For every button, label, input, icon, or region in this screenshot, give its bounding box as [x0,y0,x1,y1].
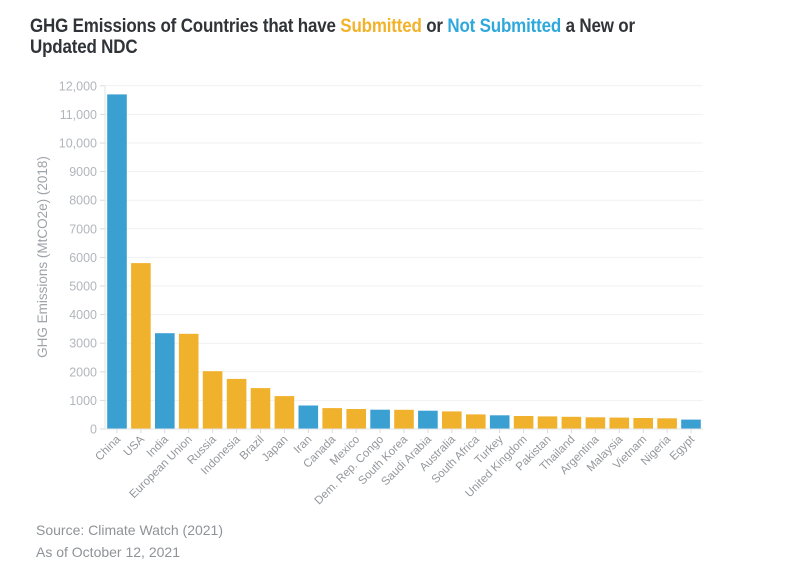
bar-dem-rep-congo [370,409,390,429]
bar-australia [442,411,462,429]
bar-japan [274,396,295,429]
bar-china [107,94,127,430]
bar-indonesia [226,378,247,429]
source-text: Source: Climate Watch (2021) [36,522,223,538]
bar-saudi-arabia [418,410,438,429]
bar-mexico [346,409,366,429]
bar-united-kingdom [513,416,534,429]
bar-european-union [178,333,199,429]
bar-south-africa [466,414,486,429]
bar-south-korea [394,409,414,429]
bar-malaysia [609,417,630,429]
chart-title: GHG Emissions of Countries that have Sub… [30,16,635,58]
y-tick-label-9000: 9000 [69,165,97,179]
title-text-1: GHG Emissions of Countries that have [30,15,341,37]
bar-pakistan [537,416,558,429]
y-tick-label-10000: 10,000 [59,137,97,151]
y-tick-label-11000: 11,000 [60,108,97,122]
x-label-japan: Japan [260,434,291,465]
bar-brazil [250,388,271,429]
y-axis-title: GHG Emissions (MtCO2e) (2018) [35,156,50,358]
bar-thailand [561,416,582,429]
bar-canada [322,408,342,429]
y-tick-label-12000: 12,000 [59,79,97,93]
as-of-text: As of October 12, 2021 [36,544,180,560]
title-text-3: a New or [561,15,636,37]
title-submitted-highlight: Submitted [340,15,422,37]
y-tick-label-0: 0 [90,423,97,437]
y-tick-label-5000: 5000 [69,280,97,294]
title-not-submitted-highlight: Not Submitted [447,15,562,37]
y-tick-label-8000: 8000 [69,194,97,208]
bar-india [155,333,175,429]
y-tick-label-4000: 4000 [69,308,97,322]
y-tick-label-7000: 7000 [69,222,97,236]
y-tick-label-6000: 6000 [69,251,97,265]
bar-usa [131,263,151,429]
chart-footer: Source: Climate Watch (2021) As of Octob… [36,519,223,563]
bar-iran [298,405,319,429]
x-label-egypt: Egypt [668,433,698,463]
y-tick-label-3000: 3000 [69,337,97,351]
bar-egypt [681,419,701,429]
title-text-2: or [421,15,448,37]
y-tick-label-2000: 2000 [69,365,97,379]
title-text-4: Updated NDC [30,36,138,58]
bar-turkey [489,415,510,429]
bar-russia [202,371,223,429]
x-label-china: China [93,433,123,463]
y-tick-label-1000: 1000 [69,394,97,408]
x-label-usa: USA [122,433,147,458]
bar-vietnam [633,418,653,429]
bar-argentina [585,417,606,429]
bar-nigeria [657,418,677,429]
